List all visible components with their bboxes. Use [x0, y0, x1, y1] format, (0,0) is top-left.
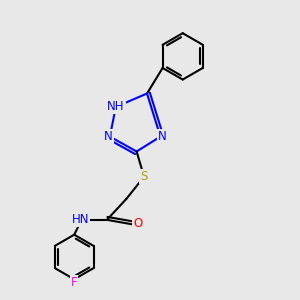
Text: NH: NH	[107, 100, 124, 113]
Text: N: N	[158, 130, 166, 143]
Text: N: N	[104, 130, 113, 143]
Text: O: O	[133, 217, 142, 230]
Text: HN: HN	[71, 213, 89, 226]
Text: F: F	[71, 276, 77, 289]
Text: S: S	[140, 170, 148, 183]
